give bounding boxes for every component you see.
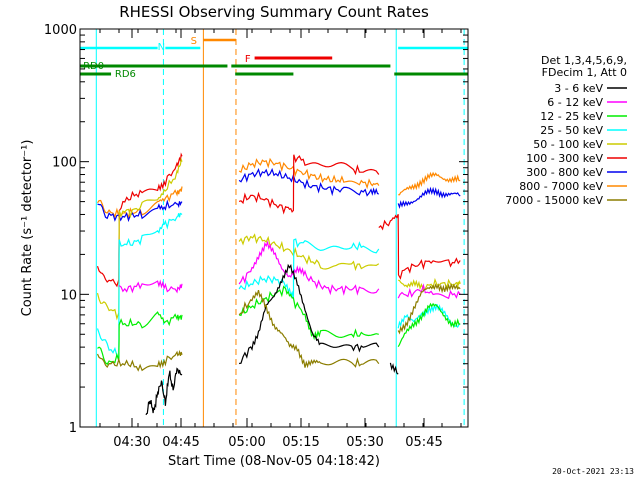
series-line-7-0 (145, 367, 183, 416)
series-line-1-1 (238, 167, 380, 197)
series-line-8-0 (96, 349, 183, 372)
legend-label-1: 6 - 12 keV (547, 96, 603, 109)
y-tick-label-0: 1 (69, 421, 77, 436)
x-tick-label-4: 05:30 (346, 435, 383, 450)
legend-label-3: 25 - 50 keV (540, 124, 603, 137)
legend-label-4: 50 - 100 keV (533, 138, 603, 151)
series-line-0-2 (398, 171, 461, 196)
y-tick-label-1: 10 (60, 288, 77, 303)
x-tick-label-0: 04:30 (113, 435, 150, 450)
series-line-0-1 (238, 157, 380, 190)
y-tick-label-2: 100 (52, 156, 77, 171)
legend-label-7: 800 - 7000 keV (519, 180, 603, 193)
legend-label-5: 100 - 300 keV (526, 152, 603, 165)
x-tick-label-5: 05:45 (405, 435, 442, 450)
series-line-5-1 (238, 240, 380, 296)
series-line-1-0 (97, 199, 183, 223)
series-line-3-0 (96, 157, 183, 321)
plot-frame (79, 28, 469, 428)
series-line-2-1 (238, 154, 380, 215)
footer-timestamp: 20-Oct-2021 23:13 (552, 467, 634, 476)
mode-bands (95, 29, 465, 427)
series-line-2-2 (378, 213, 461, 280)
legend-label-0: 3 - 6 keV (554, 82, 603, 95)
series-line-7-2 (389, 362, 399, 375)
series-line-8-2 (397, 282, 461, 335)
series-line-0-0 (97, 186, 183, 220)
series-line-4-0 (96, 212, 183, 358)
series-line-5-2 (397, 283, 461, 300)
series-line-1-2 (397, 186, 461, 210)
axes: 1 10 100 1000 04:30 04:45 05:00 05:15 05:30 05:45 (44, 23, 468, 450)
x-tick-label-2: 05:00 (228, 435, 265, 450)
series-line-5-0 (118, 279, 183, 294)
chart-title: RHESSI Observing Summary Count Rates (119, 3, 429, 21)
legend: Det 1,3,4,5,6,9,FDecim 1, Att 0 3 - 6 keV… (505, 54, 627, 207)
series-line-6-2 (397, 302, 461, 348)
legend-header-1: FDecim 1, Att 0 (542, 66, 627, 79)
series-line-3-1 (238, 233, 380, 272)
flag-markers: N S F RD0 RD6 (80, 36, 468, 80)
legend-label-2: 12 - 25 keV (540, 110, 603, 123)
flag-label-f: F (245, 54, 251, 65)
flag-label-s: S (191, 36, 197, 47)
y-axis-label: Count Rate (s⁻¹ detector⁻¹) (20, 140, 35, 317)
y-tick-label-3: 1000 (44, 23, 77, 38)
x-axis-label: Start Time (08-Nov-05 04:18:42) (168, 454, 380, 469)
x-tick-label-3: 05:15 (282, 435, 319, 450)
series-line-7-1 (239, 263, 380, 365)
legend-label-8: 7000 - 15000 keV (505, 194, 603, 207)
flag-label-rd0: RD0 (83, 61, 104, 72)
flag-label-rd6: RD6 (115, 69, 136, 80)
legend-label-6: 300 - 800 keV (526, 166, 603, 179)
series-line-2-0 (96, 152, 183, 288)
x-tick-label-1: 04:45 (162, 435, 199, 450)
series-line-8-1 (238, 289, 380, 369)
legend-header-0: Det 1,3,4,5,6,9, (541, 54, 627, 67)
series-line-4-1 (238, 238, 380, 299)
series-lines (96, 152, 461, 416)
series-line-3-2 (398, 277, 461, 291)
flag-label-n: N (158, 42, 165, 53)
